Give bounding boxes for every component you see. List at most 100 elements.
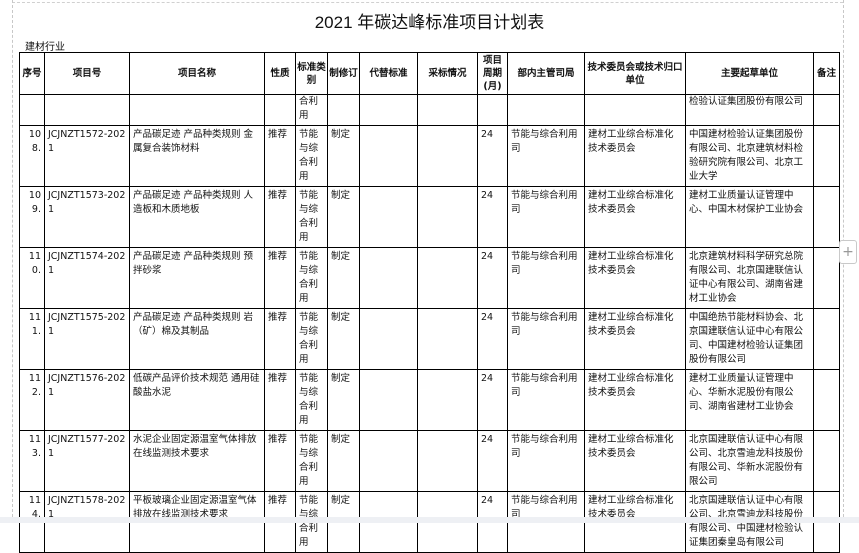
cell-drafters: 北京国建联信认证中心有限公司、北京雪迪龙科技股份有限公司、华新水泥股份有限公司 <box>685 430 814 492</box>
cell-seq: 109. <box>19 186 45 248</box>
cell-replace <box>359 369 418 431</box>
cell-dept: 节能与综合利用司 <box>507 247 585 309</box>
cell-period: 24 <box>477 125 508 187</box>
cell-revision: 制定 <box>327 186 360 248</box>
column-header: 技术委员会或技术归口单位 <box>584 52 686 95</box>
cell-name: 产品碳足迹 产品种类规则 预拌砂浆 <box>129 247 265 309</box>
cell-period: 24 <box>477 186 508 248</box>
status-bar <box>0 517 859 523</box>
cell-nature: 推荐 <box>264 369 296 431</box>
cell-seq: 113. <box>19 430 45 492</box>
cell-committee: 建材工业综合标准化技术委员会 <box>584 125 686 187</box>
cell-nature: 推荐 <box>264 125 296 187</box>
cell-committee: 建材工业综合标准化技术委员会 <box>584 308 686 370</box>
cell-revision: 制定 <box>327 308 360 370</box>
cell-code: JCJNZT1574-2021 <box>44 247 130 309</box>
cell-category: 合利用 <box>295 94 328 126</box>
cell-note <box>813 369 840 431</box>
column-header: 项目周期(月) <box>477 52 508 95</box>
cell-replace <box>359 308 418 370</box>
cell-seq: 108. <box>19 125 45 187</box>
cell-nature: 推荐 <box>264 430 296 492</box>
cell-seq: 112. <box>19 369 45 431</box>
cell-note <box>813 430 840 492</box>
cell-code: JCJNZT1573-2021 <box>44 186 130 248</box>
cell-committee: 建材工业综合标准化技术委员会 <box>584 369 686 431</box>
column-header: 序号 <box>19 52 45 95</box>
cell-adopt <box>417 369 478 431</box>
document-title: 2021 年碳达峰标准项目计划表 <box>314 13 545 32</box>
cell-seq: 111. <box>19 308 45 370</box>
table-row: 110. JCJNZT1574-2021 产品碳足迹 产品种类规则 预拌砂浆 推荐 节能… <box>19 247 840 309</box>
column-header: 标准类别 <box>295 52 328 95</box>
cell-period: 24 <box>477 430 508 492</box>
cell-drafters: 检验认证集团股份有限公司 <box>685 94 814 126</box>
column-header: 备注 <box>813 52 840 95</box>
cell-name: 水泥企业固定源温室气体排放在线监测技术要求 <box>129 430 265 492</box>
cell-period: 24 <box>477 308 508 370</box>
cell-code: JCJNZT1572-2021 <box>44 125 130 187</box>
cell-period: 24 <box>477 369 508 431</box>
cell-name: 产品碳足迹 产品种类规则 人造板和木质地板 <box>129 186 265 248</box>
cell-name: 产品碳足迹 产品种类规则 金属复合装饰材料 <box>129 125 265 187</box>
cell-name: 产品碳足迹 产品种类规则 岩（矿）棉及其制品 <box>129 308 265 370</box>
cell-dept: 节能与综合利用司 <box>507 186 585 248</box>
column-header: 项目名称 <box>129 52 265 95</box>
cell-period: 24 <box>477 247 508 309</box>
cell-revision: 制定 <box>327 430 360 492</box>
industry-label: 建材行业 <box>25 42 65 53</box>
cell-dept: 节能与综合利用司 <box>507 308 585 370</box>
cell-drafters: 建材工业质量认证管理中心、中国木材保护工业协会 <box>685 186 814 248</box>
table-row: 113. JCJNZT1577-2021 水泥企业固定源温室气体排放在线监测技术要求… <box>19 430 840 492</box>
cell-name: 低碳产品评价技术规范 通用硅酸盐水泥 <box>129 369 265 431</box>
cell-category: 节能与综合利用 <box>295 186 328 248</box>
add-button[interactable]: + <box>839 240 857 264</box>
cell-revision: 制定 <box>327 125 360 187</box>
column-header: 性质 <box>264 52 296 95</box>
cell-replace <box>359 430 418 492</box>
cell-revision: 制定 <box>327 247 360 309</box>
column-header: 部内主管司局 <box>507 52 585 95</box>
column-header: 项目号 <box>44 52 130 95</box>
cell-adopt <box>417 308 478 370</box>
cell-code: JCJNZT1575-2021 <box>44 308 130 370</box>
cell-revision: 制定 <box>327 369 360 431</box>
table-row: 108. JCJNZT1572-2021 产品碳足迹 产品种类规则 金属复合装饰材料… <box>19 125 840 187</box>
cell-drafters: 中国绝热节能材料协会、北京国建联信认证中心有限公司、中国建材检验认证集团股份有限… <box>685 308 814 370</box>
cell-committee: 建材工业综合标准化技术委员会 <box>584 186 686 248</box>
cell-category: 节能与综合利用 <box>295 430 328 492</box>
column-header: 主要起草单位 <box>685 52 814 95</box>
cell-drafters: 中国建材检验认证集团股份有限公司、北京建筑材料检验研究院有限公司、北京工业大学 <box>685 125 814 187</box>
header-row: 序号 项目号 项目名称 性质 标准类别 制修订 代替标准 采标情况 项目周期(月) 部内主管司局技… <box>19 52 840 95</box>
cell-replace <box>359 247 418 309</box>
cell-replace <box>359 125 418 187</box>
table-row: 111. JCJNZT1575-2021 产品碳足迹 产品种类规则 岩（矿）棉及其制… <box>19 308 840 370</box>
cell-drafters: 建材工业质量认证管理中心、华新水泥股份有限公司、湖南省建材工业协会 <box>685 369 814 431</box>
cell-committee: 建材工业综合标准化技术委员会 <box>584 247 686 309</box>
cell-code: JCJNZT1577-2021 <box>44 430 130 492</box>
cell-code: JCJNZT1576-2021 <box>44 369 130 431</box>
cell-seq: 110. <box>19 247 45 309</box>
cell-note <box>813 247 840 309</box>
column-header: 代替标准 <box>359 52 418 95</box>
column-header: 制修订 <box>327 52 360 95</box>
table-row: 合利用 检验认证集团股份有限公司 <box>19 94 840 126</box>
table-row: 112. JCJNZT1576-2021 低碳产品评价技术规范 通用硅酸盐水泥 推荐节… <box>19 369 840 431</box>
cell-adopt <box>417 125 478 187</box>
cell-note <box>813 186 840 248</box>
page-edge <box>12 2 843 3</box>
cell-replace <box>359 186 418 248</box>
cell-category: 节能与综合利用 <box>295 125 328 187</box>
page-edge <box>12 0 13 517</box>
cell-drafters: 北京建筑材料科学研究总院有限公司、北京国建联信认证中心有限公司、湖南省建材工业协… <box>685 247 814 309</box>
cell-category: 节能与综合利用 <box>295 369 328 431</box>
cell-nature: 推荐 <box>264 308 296 370</box>
cell-dept: 节能与综合利用司 <box>507 369 585 431</box>
column-header: 采标情况 <box>417 52 478 95</box>
standards-plan-table: 序号 项目号 项目名称 性质 标准类别 制修订 代替标准 采标情况 项目周期(月) 部内主管司局技… <box>19 52 840 553</box>
table-row: 109. JCJNZT1573-2021 产品碳足迹 产品种类规则 人造板和木质地板… <box>19 186 840 248</box>
cell-committee: 建材工业综合标准化技术委员会 <box>584 430 686 492</box>
cell-note <box>813 125 840 187</box>
cell-category: 节能与综合利用 <box>295 247 328 309</box>
cell-adopt <box>417 430 478 492</box>
